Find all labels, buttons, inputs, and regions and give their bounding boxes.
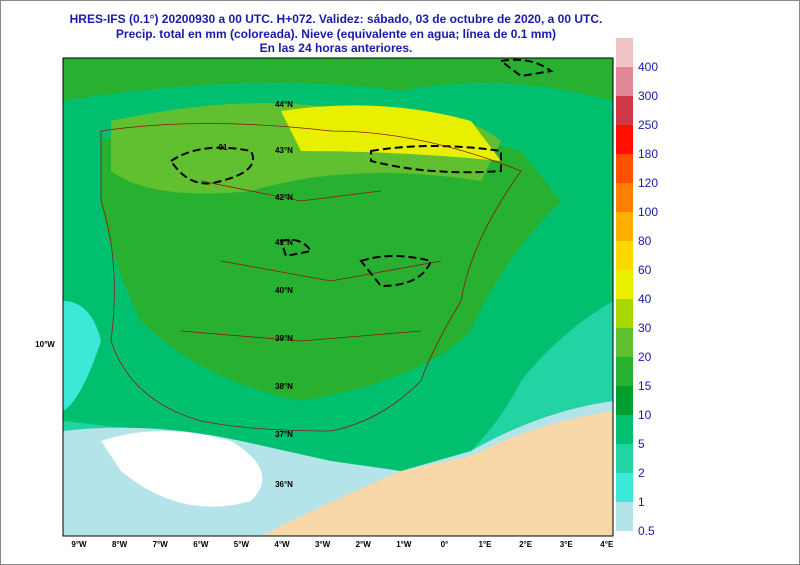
latitude-label: 43°N bbox=[275, 146, 293, 155]
colorbar-swatch bbox=[616, 415, 633, 444]
longitude-label: 4°E bbox=[600, 540, 614, 549]
colorbar-swatch bbox=[616, 96, 633, 125]
colorbar-swatch bbox=[616, 357, 633, 386]
longitude-label: 0° bbox=[441, 540, 449, 549]
latitude-label: 38°N bbox=[275, 382, 293, 391]
colorbar-swatch bbox=[616, 502, 633, 531]
longitude-label: 2°E bbox=[519, 540, 533, 549]
colorbar-label: 100 bbox=[638, 205, 658, 219]
colorbar-swatch bbox=[616, 473, 633, 502]
longitude-label: 8°W bbox=[112, 540, 128, 549]
longitude-label: 4°W bbox=[274, 540, 290, 549]
longitude-label: 2°W bbox=[356, 540, 372, 549]
colorbar-label: 80 bbox=[638, 234, 652, 248]
colorbar-swatch bbox=[616, 444, 633, 473]
colorbar-swatch bbox=[616, 299, 633, 328]
colorbar-label: 30 bbox=[638, 321, 652, 335]
colorbar-label: 120 bbox=[638, 176, 658, 190]
header-line: Precip. total en mm (coloreada). Nieve (… bbox=[116, 27, 556, 41]
latitude-label: 44°N bbox=[275, 100, 293, 109]
colorbar-label: 0.5 bbox=[638, 524, 655, 538]
map: 01 10°W bbox=[35, 57, 614, 537]
colorbar-swatch bbox=[616, 212, 633, 241]
longitude-label: 1°E bbox=[479, 540, 493, 549]
latitude-label: 41°N bbox=[275, 238, 293, 247]
colorbar-swatch bbox=[616, 154, 633, 183]
latitude-label: 40°N bbox=[275, 286, 293, 295]
latitude-label: 36°N bbox=[275, 480, 293, 489]
longitude-label: 1°W bbox=[396, 540, 412, 549]
longitude-label: 9°W bbox=[71, 540, 87, 549]
colorbar-label: 400 bbox=[638, 60, 658, 74]
colorbar-label: 180 bbox=[638, 147, 658, 161]
colorbar-label: 60 bbox=[638, 263, 652, 277]
longitude-label: 3°W bbox=[315, 540, 331, 549]
colorbar-swatch bbox=[616, 67, 633, 96]
header-line: HRES-IFS (0.1°) 20200930 a 00 UTC. H+072… bbox=[70, 12, 603, 26]
longitude-label: 3°E bbox=[560, 540, 574, 549]
colorbar-swatch bbox=[616, 270, 633, 299]
west-label: 10°W bbox=[35, 340, 55, 349]
latitude-label: 39°N bbox=[275, 334, 293, 343]
colorbar-label: 20 bbox=[638, 350, 652, 364]
colorbar-label: 15 bbox=[638, 379, 652, 393]
latitude-label: 42°N bbox=[275, 193, 293, 202]
colorbar-label: 40 bbox=[638, 292, 652, 306]
colorbar-label: 250 bbox=[638, 118, 658, 132]
colorbar-swatch bbox=[616, 328, 633, 357]
latitude-label: 37°N bbox=[275, 430, 293, 439]
colorbar-label: 1 bbox=[638, 495, 645, 509]
longitude-label: 7°W bbox=[153, 540, 169, 549]
longitude-label: 6°W bbox=[193, 540, 209, 549]
header-line: En las 24 horas anteriores. bbox=[260, 41, 413, 55]
colorbar-swatch bbox=[616, 38, 633, 67]
colorbar-swatch bbox=[616, 241, 633, 270]
longitude-label: 5°W bbox=[234, 540, 250, 549]
colorbar-swatch bbox=[616, 386, 633, 415]
contour-label: 01 bbox=[219, 143, 228, 152]
colorbar-label: 2 bbox=[638, 466, 645, 480]
colorbar-swatch bbox=[616, 183, 633, 212]
colorbar-label: 300 bbox=[638, 89, 658, 103]
colorbar-swatch bbox=[616, 125, 633, 154]
colorbar-label: 10 bbox=[638, 408, 652, 422]
colorbar-label: 5 bbox=[638, 437, 645, 451]
